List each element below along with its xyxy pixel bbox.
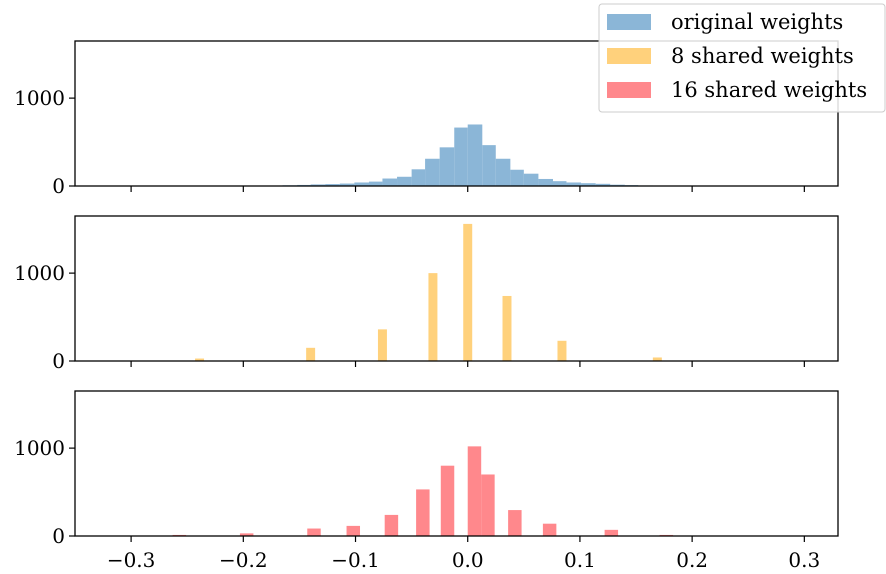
histogram-bar [310,184,326,186]
histogram-bar [307,528,321,536]
histogram-bar [482,145,496,186]
histogram-bar [566,182,582,186]
histogram-bar [397,176,412,186]
histogram-bar [195,358,205,361]
histogram-bar [239,533,254,536]
legend-swatch [607,82,651,98]
histogram-bar [382,178,398,186]
legend-entry: 16 shared weights [607,78,867,102]
x-tick-label: −0.2 [219,548,268,572]
panel-bottom: 0 1000 −0.3 −0.2 −0.1 0.0 0.1 0.2 0.3 [14,390,839,572]
histogram-bar [416,489,430,536]
histogram-bar [368,181,383,186]
x-tick-label: −0.3 [107,548,156,572]
legend-label: 8 shared weights [671,44,854,68]
x-tick-label: 0.2 [676,548,708,572]
histogram-bar [325,184,340,186]
axes-frame [74,40,839,187]
x-tick-label: −0.1 [331,548,380,572]
panel-top: 0 1000 [14,40,839,198]
x-tick-label: 0.1 [564,548,596,572]
y-tick-label: 1000 [14,436,65,460]
legend: original weights 8 shared weights 16 share… [598,3,886,113]
histogram-bar [411,169,426,186]
histogram-bar [557,340,567,361]
histogram-bar [439,147,455,186]
histogram-bar [454,127,468,186]
panels: 0 1000 0 1000 0 1000 −0.3 −0.2 −0.1 0.0 0.1 0.2 0.3 [14,40,839,572]
histogram-bar [552,181,567,186]
histogram-bar [377,329,387,361]
histogram-bar [463,223,473,361]
legend-label: 16 shared weights [671,78,867,102]
x-tick-label: 0.0 [452,548,484,572]
histogram-bar [604,529,619,536]
series-bars [282,124,653,186]
histogram-bar [440,465,455,536]
histogram-bar [339,183,355,186]
y-tick-label: 0 [52,349,65,373]
histogram-bar [508,510,522,536]
x-tick-label: 0.3 [788,548,820,572]
legend-swatch [607,48,651,64]
histogram-bar [481,474,495,536]
histogram-bar [467,124,483,186]
histogram-bar [306,347,316,361]
legend-entry: original weights [607,10,843,34]
legend-entry: 8 shared weights [607,44,854,68]
histogram-bar [510,169,524,186]
histogram-bar [354,182,369,186]
histogram-bar [610,184,625,186]
histogram-bar [467,446,482,536]
legend-swatch [607,14,651,30]
histogram-bar [652,357,662,361]
series-bars [195,223,662,361]
y-tick-label: 1000 [14,261,65,285]
axes-frame [74,390,839,537]
histogram-bar [581,183,596,186]
histogram-bar [523,173,539,186]
histogram-bar [384,514,399,536]
y-tick-label: 0 [52,524,65,548]
histogram-bar [538,178,553,186]
legend-box [598,3,886,113]
histogram-bar [595,183,611,186]
y-tick-label: 0 [52,174,65,198]
panel-middle: 0 1000 [14,215,839,373]
histogram-bar [346,525,361,536]
histogram-bar [502,295,512,361]
histogram-bar [495,158,511,186]
y-tick-label: 1000 [14,86,65,110]
series-bars [172,446,674,536]
histogram-bar [425,158,440,186]
histogram-bar [542,523,557,536]
legend-label: original weights [671,10,843,34]
axes-frame [74,215,839,362]
histogram-bar [428,273,438,361]
